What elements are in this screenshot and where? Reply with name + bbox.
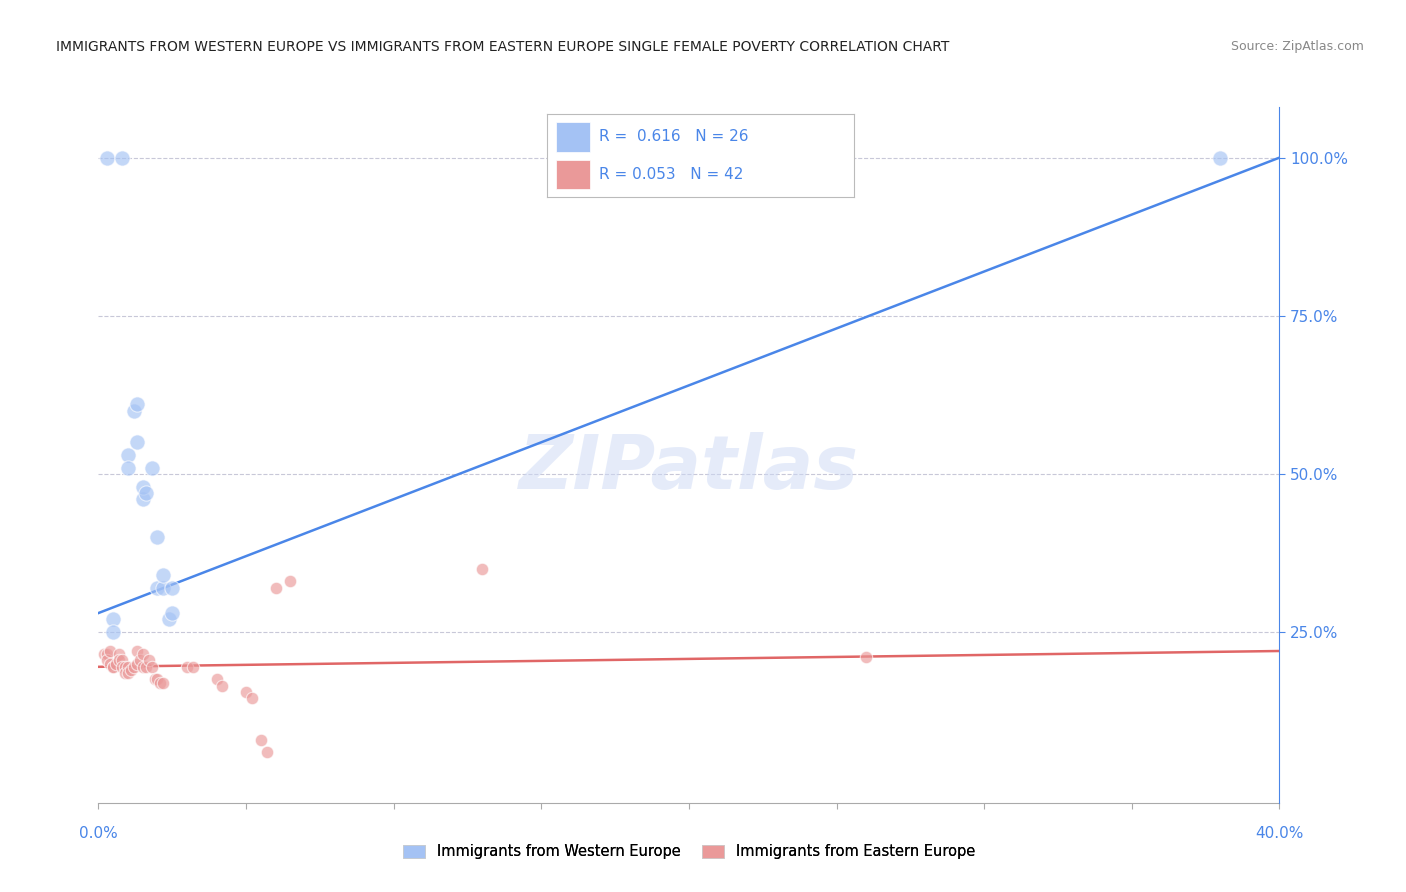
- Point: [143, 673, 166, 687]
- Text: 0.0%: 0.0%: [79, 827, 118, 841]
- Point: [205, 673, 228, 687]
- Point: [125, 435, 148, 450]
- Point: [149, 675, 172, 690]
- Point: [117, 666, 139, 681]
- Point: [93, 647, 115, 661]
- Point: [122, 403, 145, 417]
- Point: [135, 486, 157, 500]
- Point: [111, 660, 134, 674]
- Point: [103, 660, 125, 674]
- Point: [235, 685, 257, 699]
- Legend: Immigrants from Western Europe, Immigrants from Eastern Europe: Immigrants from Western Europe, Immigran…: [396, 838, 981, 865]
- Point: [98, 657, 121, 671]
- Point: [103, 612, 125, 626]
- Point: [125, 657, 148, 671]
- Point: [111, 653, 134, 667]
- Point: [162, 581, 184, 595]
- Point: [132, 492, 155, 507]
- Point: [280, 574, 302, 589]
- Point: [108, 653, 131, 667]
- Point: [122, 660, 145, 674]
- Point: [152, 675, 174, 690]
- Point: [98, 644, 121, 658]
- Point: [108, 647, 131, 661]
- Point: [176, 660, 198, 674]
- Text: Source: ZipAtlas.com: Source: ZipAtlas.com: [1230, 40, 1364, 54]
- Point: [96, 151, 118, 165]
- Point: [96, 653, 118, 667]
- Point: [471, 562, 494, 576]
- Point: [132, 479, 155, 493]
- Text: IMMIGRANTS FROM WESTERN EUROPE VS IMMIGRANTS FROM EASTERN EUROPE SINGLE FEMALE P: IMMIGRANTS FROM WESTERN EUROPE VS IMMIGR…: [56, 40, 949, 54]
- Point: [117, 448, 139, 462]
- Point: [111, 151, 134, 165]
- Point: [146, 673, 169, 687]
- Point: [1209, 151, 1232, 165]
- Point: [135, 660, 157, 674]
- Text: ZIPatlas: ZIPatlas: [519, 433, 859, 506]
- Point: [157, 612, 180, 626]
- Point: [117, 460, 139, 475]
- Point: [120, 663, 142, 677]
- Point: [152, 581, 174, 595]
- Point: [103, 625, 125, 640]
- Point: [264, 581, 287, 595]
- Point: [211, 679, 233, 693]
- Point: [256, 745, 278, 759]
- Point: [146, 530, 169, 544]
- Point: [125, 644, 148, 658]
- Point: [181, 660, 204, 674]
- Point: [138, 653, 160, 667]
- Point: [250, 732, 273, 747]
- Point: [162, 606, 184, 620]
- Point: [141, 460, 163, 475]
- Point: [125, 397, 148, 411]
- Point: [128, 653, 150, 667]
- Point: [141, 660, 163, 674]
- Point: [855, 650, 877, 665]
- Point: [132, 647, 155, 661]
- Point: [117, 660, 139, 674]
- Text: 40.0%: 40.0%: [1256, 827, 1303, 841]
- Point: [114, 666, 136, 681]
- Point: [96, 647, 118, 661]
- Point: [105, 657, 128, 671]
- Point: [114, 660, 136, 674]
- Point: [146, 581, 169, 595]
- Point: [152, 568, 174, 582]
- Point: [132, 660, 155, 674]
- Point: [240, 691, 263, 706]
- Point: [103, 660, 125, 674]
